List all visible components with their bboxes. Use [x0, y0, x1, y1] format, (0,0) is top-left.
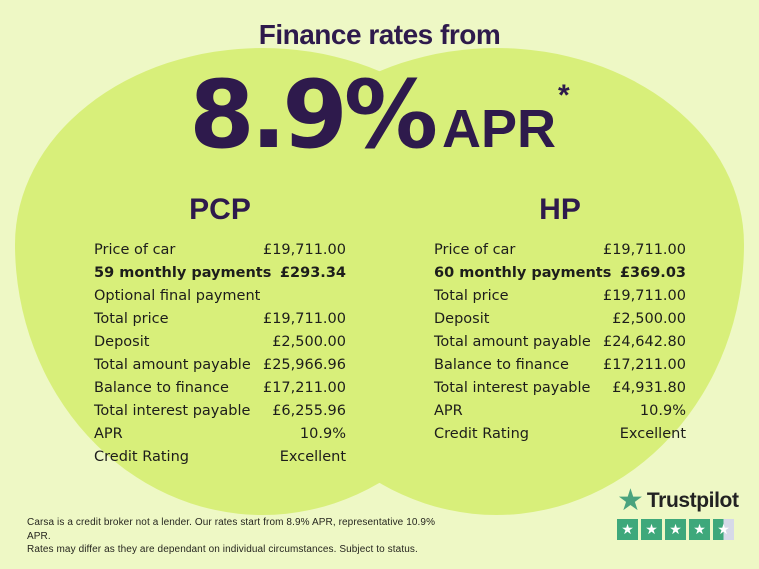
trustpilot-star-icon: ★ [617, 483, 644, 518]
row-label: APR [94, 425, 123, 442]
full-star-icon: ★ [689, 519, 710, 540]
row-value: £17,211.00 [602, 356, 686, 373]
row-value: 10.9% [299, 425, 346, 442]
pcp-table: Price of car £19,711.00 59 monthly payment… [94, 238, 346, 468]
row-value: £19,711.00 [602, 287, 686, 304]
row-value: £19,711.00 [262, 241, 346, 258]
finance-table-row: Credit Rating Excellent [94, 445, 346, 468]
full-star-icon: ★ [641, 519, 662, 540]
hp-table: Price of car £19,711.00 60 monthly payment… [434, 238, 686, 445]
row-value: Excellent [279, 448, 346, 465]
row-label: 60 monthly payments [434, 264, 612, 281]
hero-rate-value: 8.9% [189, 61, 438, 170]
half-star-icon: ★ [713, 519, 734, 540]
finance-table-row: 59 monthly payments £293.34 [94, 261, 346, 284]
pcp-column: PCP Price of car £19,711.00 59 monthly pay… [94, 194, 346, 468]
finance-table-row: Total price £19,711.00 [94, 307, 346, 330]
row-value: £19,711.00 [262, 310, 346, 327]
row-value: £17,211.00 [262, 379, 346, 396]
row-label: Total interest payable [434, 379, 591, 396]
row-label: Credit Rating [434, 425, 529, 442]
finance-table-row: Price of car £19,711.00 [94, 238, 346, 261]
row-value: £2,500.00 [272, 333, 346, 350]
row-label: Total price [94, 310, 169, 327]
row-label: 59 monthly payments [94, 264, 272, 281]
finance-table-row: Credit Rating Excellent [434, 422, 686, 445]
finance-table-row: Balance to finance £17,211.00 [434, 353, 686, 376]
finance-table-row: Total amount payable £25,966.96 [94, 353, 346, 376]
row-value: £6,255.96 [272, 402, 346, 419]
finance-table-row: Deposit £2,500.00 [434, 307, 686, 330]
finance-table-row: Optional final payment [94, 284, 346, 307]
background-blob-right [249, 48, 744, 515]
row-label: Total interest payable [94, 402, 251, 419]
row-label: Deposit [434, 310, 490, 327]
hp-column-title: HP [539, 193, 581, 226]
apr-asterisk: * [558, 79, 570, 112]
trustpilot-logo: ★ Trustpilot [617, 483, 739, 518]
row-label: Balance to finance [94, 379, 229, 396]
row-value: £369.03 [619, 264, 686, 281]
row-label: Deposit [94, 333, 150, 350]
finance-table-row: Total price £19,711.00 [434, 284, 686, 307]
row-label: Total amount payable [94, 356, 251, 373]
row-label: Total price [434, 287, 509, 304]
trustpilot-widget: ★ Trustpilot ★ ★ ★ ★ ★ [617, 483, 739, 540]
disclaimer-text: Carsa is a credit broker not a lender. O… [27, 516, 457, 557]
row-label: Optional final payment [94, 287, 261, 304]
trustpilot-rating-stars: ★ ★ ★ ★ ★ [617, 519, 739, 540]
row-value: 10.9% [639, 402, 686, 419]
hp-column: HP Price of car £19,711.00 60 monthly paym… [434, 194, 686, 445]
hero-rate-line: 8.9% APR* [0, 46, 759, 193]
finance-table-row: Deposit £2,500.00 [94, 330, 346, 353]
disclaimer-line-2: Rates may differ as they are dependant o… [27, 544, 418, 555]
finance-table-row: Total interest payable £6,255.96 [94, 399, 346, 422]
hero-apr-label: APR [442, 99, 557, 159]
row-label: Credit Rating [94, 448, 189, 465]
row-label: Total amount payable [434, 333, 591, 350]
row-value: £293.34 [279, 264, 346, 281]
finance-table-row: APR 10.9% [434, 399, 686, 422]
row-value: £19,711.00 [602, 241, 686, 258]
row-value: £4,931.80 [612, 379, 686, 396]
finance-table-row: APR 10.9% [94, 422, 346, 445]
full-star-icon: ★ [665, 519, 686, 540]
full-star-icon: ★ [617, 519, 638, 540]
row-value: £25,966.96 [262, 356, 346, 373]
finance-table-row: Price of car £19,711.00 [434, 238, 686, 261]
row-label: Price of car [434, 241, 516, 258]
trustpilot-brand-name: Trustpilot [646, 489, 739, 512]
row-label: Balance to finance [434, 356, 569, 373]
row-label: Price of car [94, 241, 176, 258]
finance-table-row: Total amount payable £24,642.80 [434, 330, 686, 353]
finance-table-row: Balance to finance £17,211.00 [94, 376, 346, 399]
pcp-column-title: PCP [189, 193, 251, 226]
finance-table-row: Total interest payable £4,931.80 [434, 376, 686, 399]
row-value: £24,642.80 [602, 333, 686, 350]
row-value: £2,500.00 [612, 310, 686, 327]
row-value: Excellent [619, 425, 686, 442]
disclaimer-line-1: Carsa is a credit broker not a lender. O… [27, 517, 436, 542]
finance-table-row: 60 monthly payments £369.03 [434, 261, 686, 284]
row-label: APR [434, 402, 463, 419]
hero-title: Finance rates from [258, 19, 501, 50]
